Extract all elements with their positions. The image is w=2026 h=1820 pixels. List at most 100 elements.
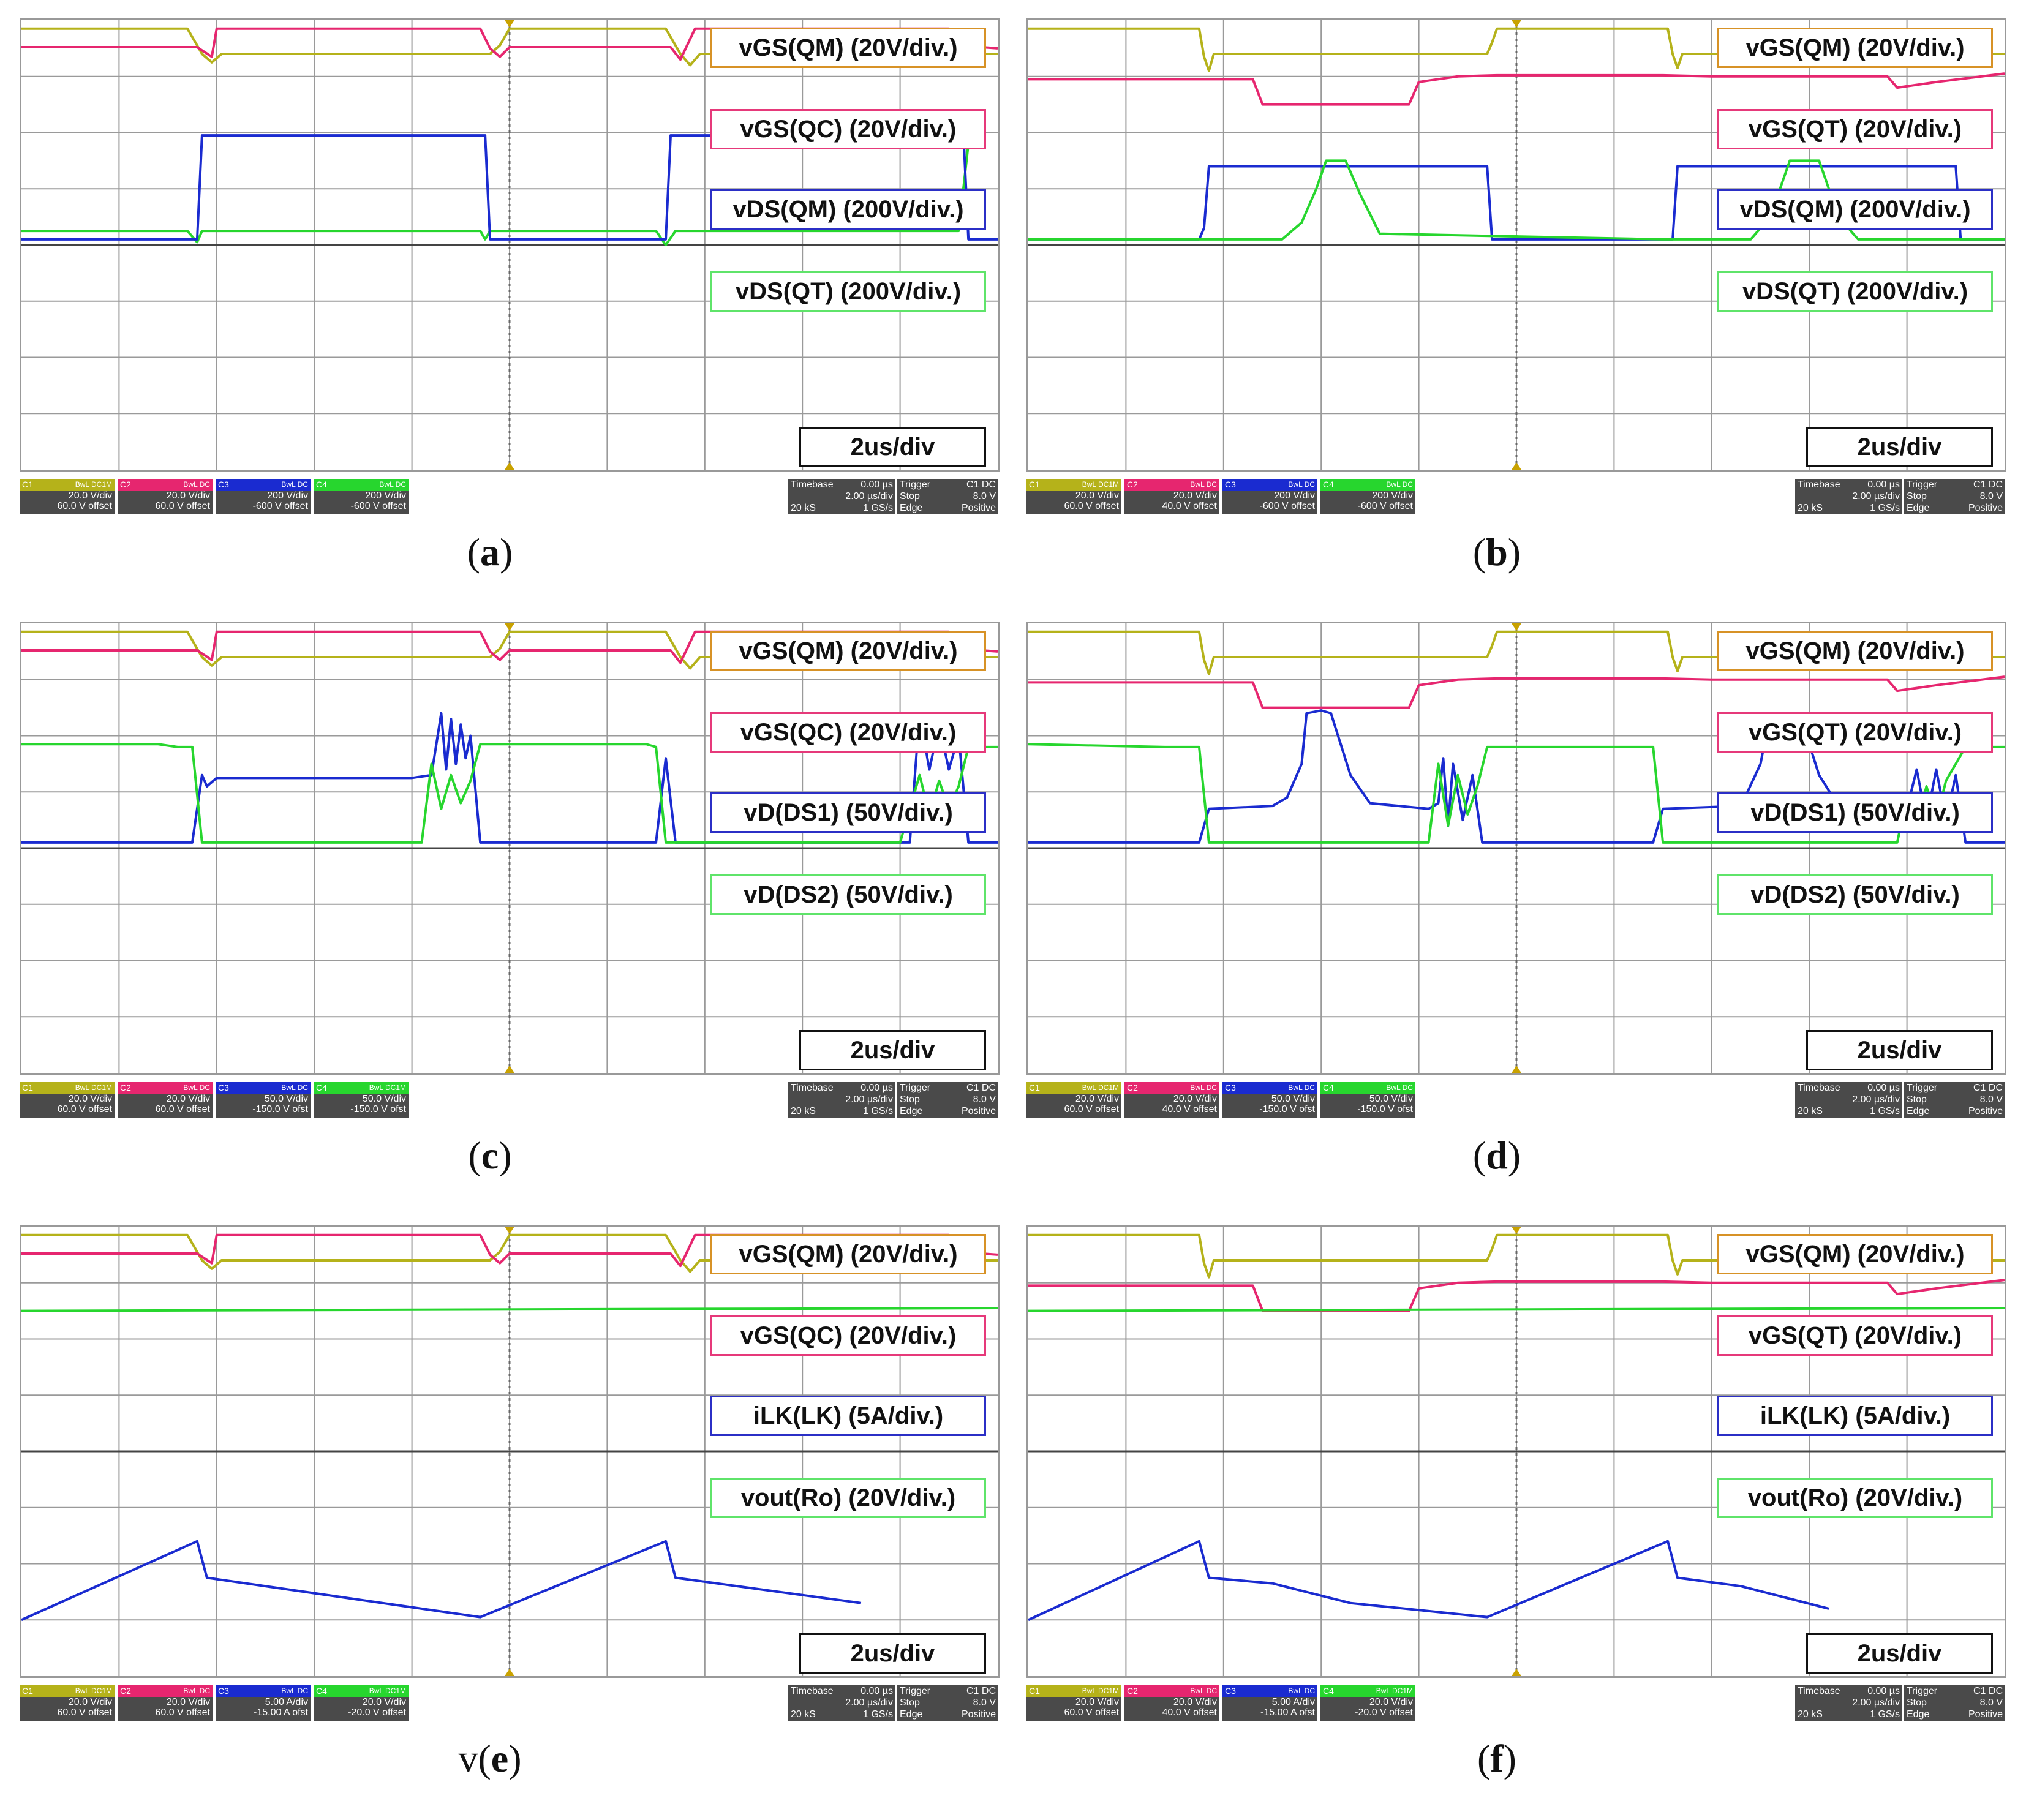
waveform-plot — [21, 1227, 998, 1676]
trigger-type: Edge — [1907, 1709, 1930, 1720]
timebase-gs: 1 GS/s — [863, 503, 893, 513]
channel-name: C2 — [120, 1083, 131, 1092]
channel-box-c1[interactable]: C1 BwL DC1M 20.0 V/div 60.0 V offset — [20, 1685, 115, 1721]
trigger-level: 8.0 V — [1979, 1698, 2003, 1708]
channel-box-c1[interactable]: C1 BwL DC1M 20.0 V/div 60.0 V offset — [1026, 1082, 1121, 1118]
signal-label: vDS(QM) (200V/div.) — [1717, 189, 1993, 230]
channel-box-c3[interactable]: C3 BwL DC 5.00 A/div -15.00 A ofst — [216, 1685, 311, 1721]
channel-offset: -150.0 V ofst — [1259, 1104, 1315, 1115]
channel-name: C2 — [1127, 479, 1138, 489]
trigger-type: Edge — [1907, 1106, 1930, 1116]
trigger-box[interactable]: Trigger C1 DC Stop 8.0 V Edge Positive — [1904, 479, 2005, 514]
timebase-box[interactable]: Timebase 0.00 µs 2.00 µs/div 20 kS 1 GS/s — [1795, 1082, 1902, 1118]
timebase-samples: 20 kS — [791, 1709, 816, 1720]
channel-box-c1[interactable]: C1 BwL DC1M 20.0 V/div 60.0 V offset — [20, 1082, 115, 1118]
trigger-mode: Stop — [900, 1094, 920, 1105]
channel-scale: 20.0 V/div — [166, 491, 210, 501]
channel-box-c2[interactable]: C2 BwL DC 20.0 V/div 40.0 V offset — [1124, 479, 1219, 514]
channel-box-c4[interactable]: C4 BwL DC1M 20.0 V/div -20.0 V offset — [1320, 1685, 1415, 1721]
timebase-delay: 0.00 µs — [1867, 1686, 1900, 1696]
channel-box-c4[interactable]: C4 BwL DC1M 20.0 V/div -20.0 V offset — [314, 1685, 409, 1721]
trigger-marker-bottom-icon — [505, 1669, 514, 1676]
timebase-box[interactable]: Timebase 0.00 µs 2.00 µs/div 20 kS 1 GS/s — [788, 1082, 895, 1118]
channel-box-c3[interactable]: C3 BwL DC 50.0 V/div -150.0 V ofst — [216, 1082, 311, 1118]
caption-suffix: ) — [1507, 530, 1521, 574]
timebase-delay: 0.00 µs — [1867, 1083, 1900, 1093]
channel-tag: BwL DC — [1288, 1687, 1315, 1695]
caption-prefix: v( — [458, 1737, 491, 1780]
signal-label: vD(DS2) (50V/div.) — [1717, 874, 1993, 915]
channel-box-c3[interactable]: C3 BwL DC 50.0 V/div -150.0 V ofst — [1222, 1082, 1317, 1118]
timebase-box[interactable]: Timebase 0.00 µs 2.00 µs/div 20 kS 1 GS/s — [788, 479, 895, 514]
trigger-title: Trigger — [900, 1686, 931, 1696]
timebase-samples: 20 kS — [791, 503, 816, 513]
channel-box-c4[interactable]: C4 BwL DC 50.0 V/div -150.0 V ofst — [1320, 1082, 1415, 1118]
trigger-box[interactable]: Trigger C1 DC Stop 8.0 V Edge Positive — [897, 1685, 998, 1721]
channel-tag: BwL DC1M — [1082, 1083, 1119, 1092]
channel-box-c2[interactable]: C2 BwL DC 20.0 V/div 60.0 V offset — [118, 1082, 213, 1118]
channel-box-c4[interactable]: C4 BwL DC 200 V/div -600 V offset — [1320, 479, 1415, 514]
channel-scale: 50.0 V/div — [264, 1094, 308, 1104]
timebase-samples: 20 kS — [1798, 1709, 1823, 1720]
trigger-box[interactable]: Trigger C1 DC Stop 8.0 V Edge Positive — [897, 1082, 998, 1118]
vgs-qt-trace — [1028, 72, 2005, 106]
signal-label: iLK(LK) (5A/div.) — [710, 1396, 986, 1436]
caption-letter: a — [480, 530, 500, 574]
channel-offset: -150.0 V ofst — [1357, 1104, 1413, 1115]
panel-caption: v(e) — [429, 1736, 551, 1781]
signal-label: vGS(QM) (20V/div.) — [710, 631, 986, 671]
channel-offset: 40.0 V offset — [1162, 1104, 1217, 1115]
trigger-level: 8.0 V — [973, 1698, 996, 1708]
trigger-box[interactable]: Trigger C1 DC Stop 8.0 V Edge Positive — [1904, 1082, 2005, 1118]
signal-label: vGS(QM) (20V/div.) — [1717, 1234, 1993, 1274]
channel-offset: -20.0 V offset — [348, 1707, 406, 1718]
signal-label: vGS(QM) (20V/div.) — [710, 28, 986, 68]
timebase-title: Timebase — [791, 1083, 834, 1093]
channel-box-c2[interactable]: C2 BwL DC 20.0 V/div 40.0 V offset — [1124, 1082, 1219, 1118]
timebase-delay: 0.00 µs — [860, 479, 893, 490]
trigger-box[interactable]: Trigger C1 DC Stop 8.0 V Edge Positive — [897, 479, 998, 514]
trigger-type: Edge — [1907, 503, 1930, 513]
vgs-qm-trace — [21, 27, 998, 67]
trigger-box[interactable]: Trigger C1 DC Stop 8.0 V Edge Positive — [1904, 1685, 2005, 1721]
channel-box-c2[interactable]: C2 BwL DC 20.0 V/div 40.0 V offset — [1124, 1685, 1219, 1721]
channel-scale: 50.0 V/div — [1369, 1094, 1413, 1104]
trigger-title: Trigger — [900, 1083, 931, 1093]
trigger-marker-icon — [1512, 623, 1521, 631]
trigger-type: Edge — [900, 503, 923, 513]
channel-box-c1[interactable]: C1 BwL DC1M 20.0 V/div 60.0 V offset — [1026, 479, 1121, 514]
channel-name: C4 — [316, 479, 327, 489]
timebase-rate: 2.00 µs/div — [1852, 1094, 1900, 1105]
channel-box-c4[interactable]: C4 BwL DC 200 V/div -600 V offset — [314, 479, 409, 514]
scope-info-bar: C1 BwL DC1M 20.0 V/div 60.0 V offset C2 BwL D… — [20, 1685, 1000, 1721]
signal-label: vGS(QT) (20V/div.) — [1717, 712, 1993, 753]
vgs-qm-trace — [1028, 630, 2005, 675]
trigger-level: 8.0 V — [1979, 491, 2003, 502]
trigger-level: 8.0 V — [973, 1094, 996, 1105]
channel-scale: 20.0 V/div — [68, 1697, 112, 1707]
channel-box-c2[interactable]: C2 BwL DC 20.0 V/div 60.0 V offset — [118, 479, 213, 514]
timebase-box[interactable]: Timebase 0.00 µs 2.00 µs/div 20 kS 1 GS/s — [1795, 1685, 1902, 1721]
timebase-title: Timebase — [1798, 479, 1840, 490]
channel-name: C3 — [1225, 479, 1236, 489]
channel-box-c1[interactable]: C1 BwL DC1M 20.0 V/div 60.0 V offset — [20, 479, 115, 514]
channel-box-c3[interactable]: C3 BwL DC 200 V/div -600 V offset — [1222, 479, 1317, 514]
trigger-slope: Positive — [961, 503, 996, 513]
timebase-box[interactable]: Timebase 0.00 µs 2.00 µs/div 20 kS 1 GS/s — [788, 1685, 895, 1721]
caption-suffix: ) — [500, 530, 513, 574]
caption-prefix: ( — [467, 530, 480, 574]
channel-offset: -600 V offset — [1259, 501, 1315, 511]
channel-box-c3[interactable]: C3 BwL DC 5.00 A/div -15.00 A ofst — [1222, 1685, 1317, 1721]
signal-label: vGS(QT) (20V/div.) — [1717, 1315, 1993, 1356]
timebase-box[interactable]: Timebase 0.00 µs 2.00 µs/div 20 kS 1 GS/s — [1795, 479, 1902, 514]
channel-box-c2[interactable]: C2 BwL DC 20.0 V/div 60.0 V offset — [118, 1685, 213, 1721]
signal-label: vGS(QC) (20V/div.) — [710, 109, 986, 149]
timebase-label: 2us/div — [799, 1030, 986, 1070]
channel-box-c1[interactable]: C1 BwL DC1M 20.0 V/div 60.0 V offset — [1026, 1685, 1121, 1721]
vout-trace — [21, 1307, 998, 1312]
channel-name: C4 — [1323, 1686, 1334, 1696]
channel-box-c3[interactable]: C3 BwL DC 200 V/div -600 V offset — [216, 479, 311, 514]
channel-box-c4[interactable]: C4 BwL DC1M 50.0 V/div -150.0 V ofst — [314, 1082, 409, 1118]
channel-tag: BwL DC — [183, 1083, 210, 1092]
caption-suffix: ) — [499, 1134, 512, 1177]
